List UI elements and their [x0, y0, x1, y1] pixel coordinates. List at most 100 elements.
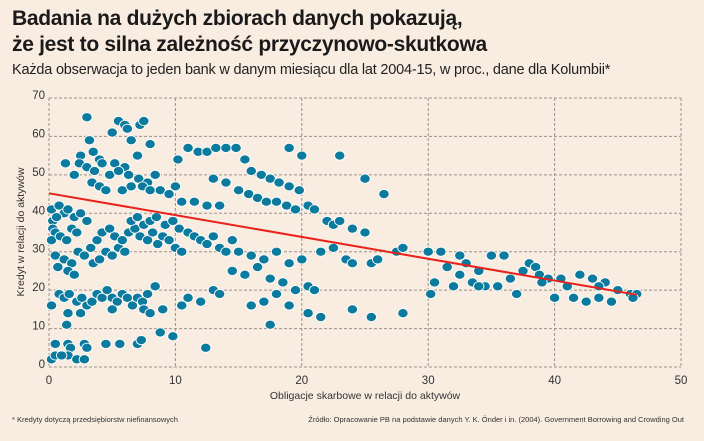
data-point	[283, 300, 295, 311]
data-point	[334, 215, 346, 227]
data-point	[210, 142, 222, 154]
data-point	[195, 296, 207, 307]
data-point	[245, 165, 257, 177]
data-point	[126, 300, 139, 311]
data-point	[74, 308, 87, 319]
trend-line	[48, 192, 637, 296]
data-point	[146, 227, 159, 238]
source-note: Źródło: Opracowanie PB na podstawie dany…	[308, 415, 684, 424]
data-point	[106, 304, 118, 315]
data-point	[141, 235, 154, 246]
data-point	[293, 185, 305, 196]
data-point	[315, 311, 327, 323]
y-tick-label: 50	[32, 167, 45, 179]
data-point	[232, 185, 245, 196]
data-point	[239, 269, 251, 280]
data-point	[144, 139, 156, 150]
data-point	[258, 254, 270, 265]
data-point	[176, 196, 188, 207]
data-point	[605, 296, 618, 307]
data-point	[188, 196, 201, 207]
data-point	[371, 254, 384, 265]
data-point	[157, 304, 169, 315]
data-point	[154, 327, 166, 338]
data-point	[112, 165, 125, 177]
data-point	[144, 308, 156, 319]
data-point	[548, 292, 561, 303]
data-point	[106, 250, 118, 261]
data-point	[63, 288, 75, 300]
x-tick-label: 0	[46, 375, 52, 387]
data-point	[346, 304, 359, 315]
data-point	[283, 142, 295, 154]
data-point	[397, 308, 409, 319]
data-point	[454, 269, 466, 280]
data-point	[270, 246, 283, 257]
data-point	[397, 242, 409, 253]
data-point	[76, 292, 88, 303]
x-tick-label: 10	[169, 375, 182, 387]
data-point	[182, 292, 194, 303]
data-point	[258, 296, 270, 307]
data-point	[68, 269, 80, 280]
data-point	[61, 319, 73, 330]
data-point	[511, 288, 523, 300]
data-point	[296, 150, 308, 161]
x-tick-label: 30	[422, 375, 435, 387]
data-point	[593, 292, 605, 303]
data-point	[163, 189, 175, 200]
data-point	[378, 189, 390, 200]
y-tick-label: 10	[32, 321, 45, 333]
data-point	[81, 112, 93, 123]
data-point	[83, 135, 96, 146]
footnote: * Kredyty dotyczą przedsiębiorstw niefin…	[12, 415, 178, 424]
data-point	[441, 262, 453, 273]
data-point	[91, 235, 103, 246]
x-tick-label: 50	[675, 375, 688, 387]
data-point	[163, 235, 175, 246]
data-point	[141, 288, 154, 300]
data-point	[498, 250, 510, 261]
data-point	[121, 123, 134, 134]
y-tick-label: 40	[32, 205, 45, 217]
data-point	[264, 319, 276, 330]
data-point	[308, 285, 321, 296]
data-point	[138, 116, 150, 127]
data-point	[96, 158, 108, 169]
data-point	[101, 285, 113, 296]
data-point	[182, 142, 194, 154]
data-point	[62, 204, 74, 215]
data-point	[50, 212, 63, 223]
y-axis-label: Kredyt w relacji do aktywów	[15, 167, 27, 296]
data-point	[78, 354, 91, 365]
data-point	[131, 212, 144, 223]
data-point	[232, 246, 245, 257]
data-point	[68, 169, 80, 180]
data-point	[201, 238, 213, 250]
data-point	[359, 173, 371, 184]
data-point	[220, 246, 232, 257]
data-point	[492, 281, 504, 292]
data-point	[100, 185, 112, 196]
data-point	[55, 350, 68, 361]
data-point	[454, 250, 466, 261]
data-point	[273, 177, 285, 188]
data-point	[302, 308, 314, 319]
data-point	[71, 227, 83, 238]
data-point	[230, 142, 242, 154]
data-point	[260, 196, 273, 207]
data-point	[86, 296, 98, 307]
data-point	[428, 277, 441, 288]
data-point	[289, 285, 302, 296]
data-point	[81, 342, 93, 353]
data-point	[270, 288, 283, 300]
x-tick-label: 20	[295, 375, 308, 387]
data-point	[119, 246, 131, 257]
data-point	[207, 173, 219, 184]
data-point	[122, 169, 135, 180]
data-point	[289, 204, 302, 215]
data-point	[78, 250, 91, 261]
data-point	[226, 235, 238, 246]
data-point	[106, 127, 118, 138]
